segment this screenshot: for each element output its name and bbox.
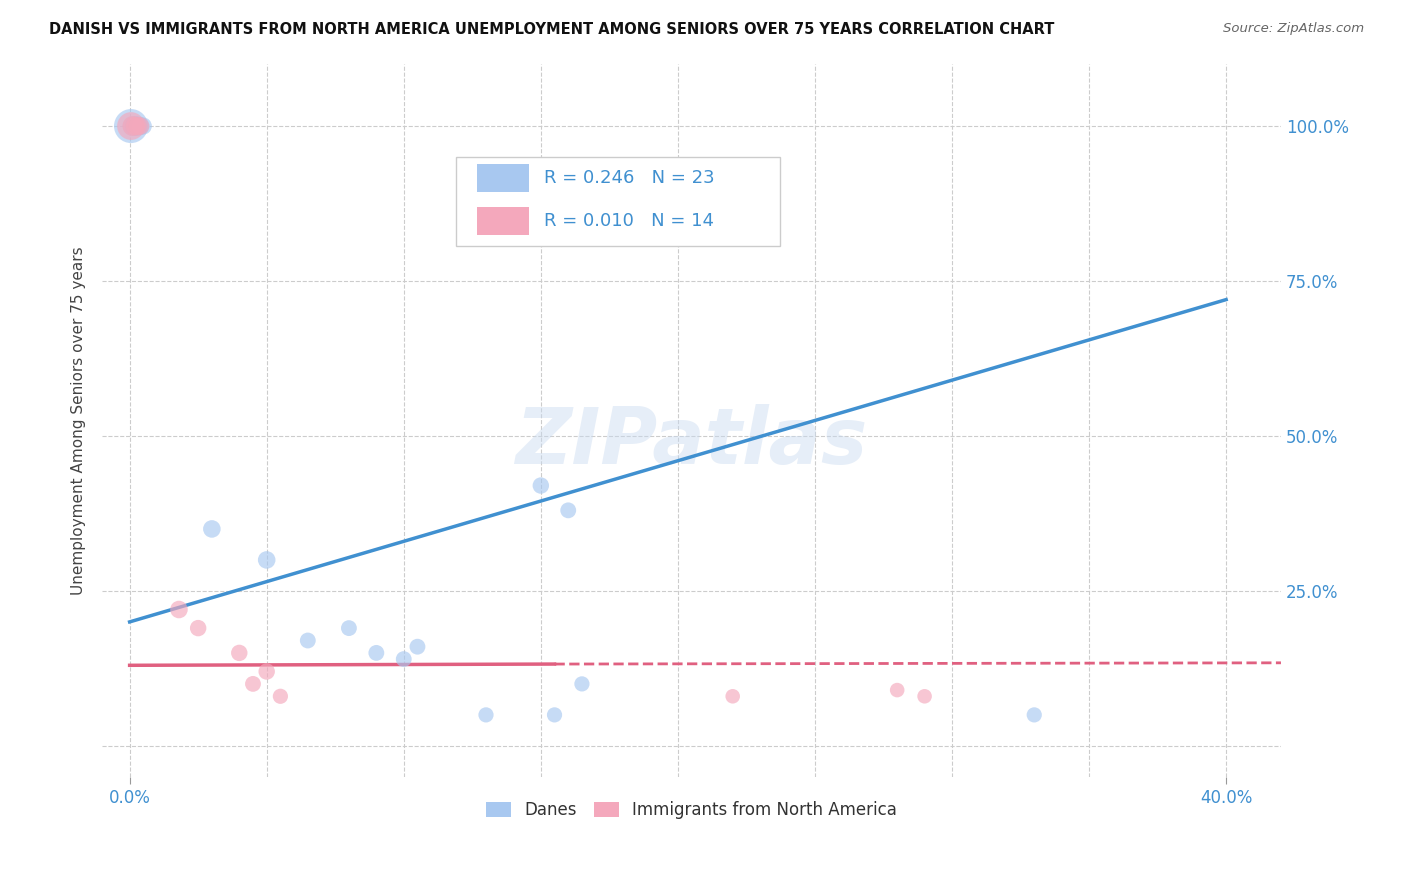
- Text: ZIPatlas: ZIPatlas: [516, 404, 868, 480]
- Point: [269, 690, 291, 704]
- Text: DANISH VS IMMIGRANTS FROM NORTH AMERICA UNEMPLOYMENT AMONG SENIORS OVER 75 YEARS: DANISH VS IMMIGRANTS FROM NORTH AMERICA …: [49, 22, 1054, 37]
- Point: [228, 646, 250, 660]
- Point: [406, 640, 429, 654]
- Y-axis label: Unemployment Among Seniors over 75 years: Unemployment Among Seniors over 75 years: [72, 246, 86, 595]
- Point: [127, 119, 149, 133]
- Point: [543, 707, 565, 722]
- Point: [129, 119, 152, 133]
- Point: [124, 119, 146, 133]
- Point: [297, 633, 319, 648]
- Point: [1024, 707, 1046, 722]
- Point: [571, 677, 593, 691]
- Point: [256, 665, 278, 679]
- Point: [120, 119, 142, 133]
- Point: [557, 503, 579, 517]
- Point: [124, 119, 146, 133]
- Point: [201, 522, 224, 536]
- Point: [167, 602, 190, 616]
- Point: [886, 683, 908, 698]
- Text: R = 0.246   N = 23: R = 0.246 N = 23: [544, 169, 714, 187]
- Point: [129, 119, 152, 133]
- Text: R = 0.010   N = 14: R = 0.010 N = 14: [544, 212, 714, 230]
- Point: [127, 119, 149, 133]
- Point: [530, 478, 553, 492]
- Point: [120, 119, 142, 133]
- Point: [256, 553, 278, 567]
- Point: [366, 646, 388, 660]
- Point: [337, 621, 360, 635]
- Point: [187, 621, 209, 635]
- FancyBboxPatch shape: [456, 157, 780, 246]
- Point: [121, 119, 143, 133]
- Point: [914, 690, 936, 704]
- Point: [721, 690, 744, 704]
- FancyBboxPatch shape: [477, 164, 529, 192]
- Point: [127, 119, 149, 133]
- Point: [392, 652, 415, 666]
- Point: [242, 677, 264, 691]
- Point: [475, 707, 498, 722]
- Point: [124, 119, 146, 133]
- Point: [127, 119, 149, 133]
- Point: [121, 119, 143, 133]
- Legend: Danes, Immigrants from North America: Danes, Immigrants from North America: [479, 794, 904, 826]
- Text: Source: ZipAtlas.com: Source: ZipAtlas.com: [1223, 22, 1364, 36]
- Point: [132, 119, 155, 133]
- Point: [122, 119, 145, 133]
- FancyBboxPatch shape: [477, 207, 529, 235]
